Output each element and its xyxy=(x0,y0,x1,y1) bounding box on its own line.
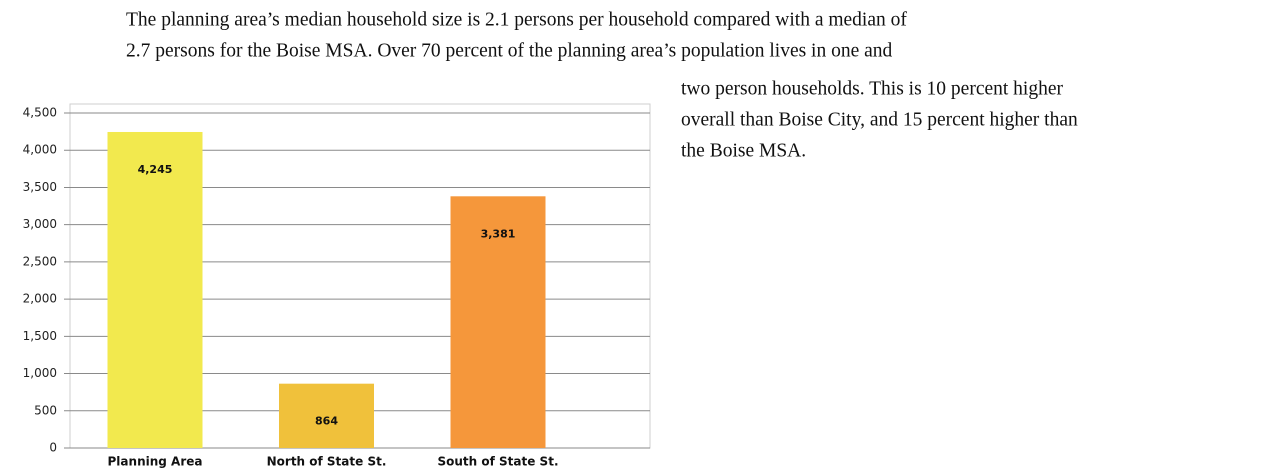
bar xyxy=(107,131,203,448)
y-tick-label: 2,500 xyxy=(23,254,57,268)
y-tick-label: 3,000 xyxy=(23,217,57,231)
y-tick-label: 4,000 xyxy=(23,143,57,157)
x-tick-label: South of State St. xyxy=(438,455,559,469)
y-tick-label: 1,000 xyxy=(23,366,57,380)
y-tick-label: 0 xyxy=(49,441,57,455)
y-tick-label: 3,500 xyxy=(23,180,57,194)
paragraph-line: two person households. This is 10 percen… xyxy=(681,78,1064,99)
data-label: 3,381 xyxy=(481,227,516,240)
x-tick-label: North of State St. xyxy=(267,455,387,469)
paragraph-line: 2.7 persons for the Boise MSA. Over 70 p… xyxy=(126,40,893,61)
y-tick-label: 4,500 xyxy=(23,106,57,120)
y-tick-label: 1,500 xyxy=(23,329,57,343)
y-tick-label: 2,000 xyxy=(23,292,57,306)
paragraph-line: overall than Boise City, and 15 percent … xyxy=(681,109,1078,130)
data-label: 4,245 xyxy=(138,163,173,176)
paragraph-line: The planning area’s median household siz… xyxy=(126,9,907,30)
y-tick-label: 500 xyxy=(34,403,57,417)
bar xyxy=(279,383,374,448)
bar xyxy=(450,196,546,448)
data-label: 864 xyxy=(315,415,338,428)
x-tick-label: Planning Area xyxy=(108,455,203,469)
paragraph-line: the Boise MSA. xyxy=(681,140,806,161)
